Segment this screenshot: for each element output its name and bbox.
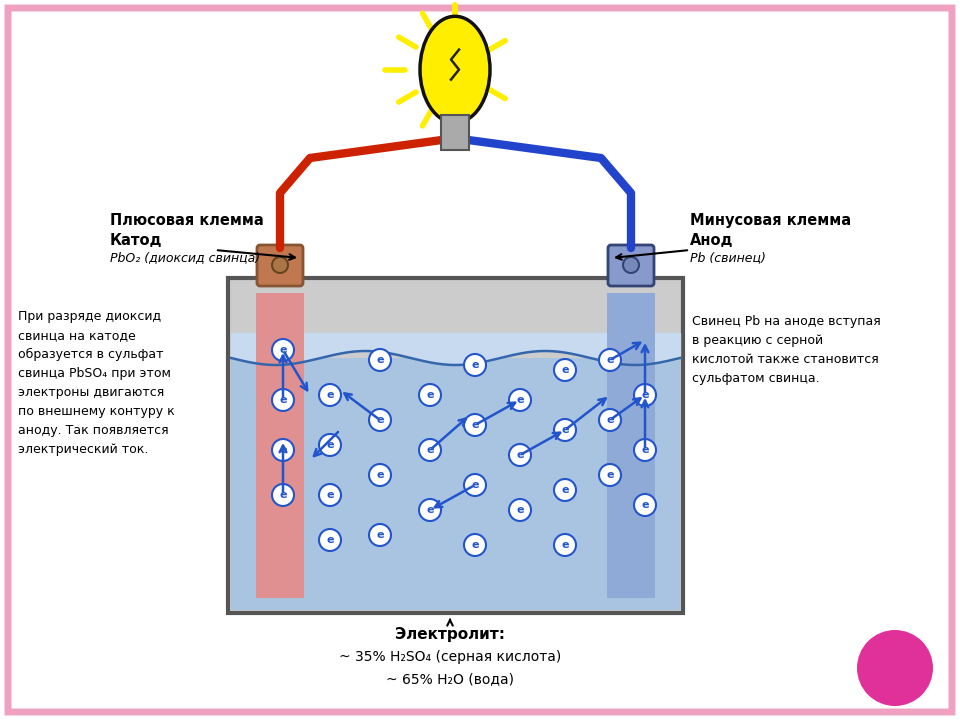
Circle shape xyxy=(623,257,639,273)
Circle shape xyxy=(509,444,531,466)
Circle shape xyxy=(554,479,576,501)
Text: При разряде диоксид
свинца на катоде
образуется в сульфат
свинца PbSO₄ при этом
: При разряде диоксид свинца на катоде обр… xyxy=(18,310,175,456)
Bar xyxy=(231,358,680,610)
Text: e: e xyxy=(641,500,649,510)
Text: e: e xyxy=(607,355,613,365)
Text: Катод: Катод xyxy=(110,233,162,248)
Circle shape xyxy=(464,474,486,496)
Circle shape xyxy=(319,484,341,506)
Circle shape xyxy=(419,439,441,461)
Text: e: e xyxy=(562,540,568,550)
Circle shape xyxy=(599,409,621,431)
Text: e: e xyxy=(562,365,568,375)
Text: e: e xyxy=(562,485,568,495)
Circle shape xyxy=(464,414,486,436)
Text: ~ 65% H₂O (вода): ~ 65% H₂O (вода) xyxy=(386,672,514,686)
Text: e: e xyxy=(376,530,384,540)
Text: e: e xyxy=(426,445,434,455)
Text: e: e xyxy=(471,420,479,430)
Text: e: e xyxy=(279,345,287,355)
Circle shape xyxy=(369,464,391,486)
Text: e: e xyxy=(471,480,479,490)
FancyBboxPatch shape xyxy=(441,115,469,150)
Circle shape xyxy=(857,630,933,706)
Text: e: e xyxy=(641,390,649,400)
Text: Pb (свинец): Pb (свинец) xyxy=(690,251,766,264)
Text: e: e xyxy=(279,395,287,405)
FancyBboxPatch shape xyxy=(257,245,303,286)
Text: e: e xyxy=(376,470,384,480)
Circle shape xyxy=(272,257,288,273)
Text: e: e xyxy=(516,395,524,405)
Circle shape xyxy=(554,534,576,556)
Circle shape xyxy=(369,409,391,431)
Text: ~ 35% H₂SO₄ (серная кислота): ~ 35% H₂SO₄ (серная кислота) xyxy=(339,650,562,664)
Circle shape xyxy=(272,484,294,506)
Circle shape xyxy=(599,464,621,486)
Text: e: e xyxy=(326,440,334,450)
Circle shape xyxy=(634,494,656,516)
Bar xyxy=(256,293,304,598)
Circle shape xyxy=(509,499,531,521)
Circle shape xyxy=(634,384,656,406)
Circle shape xyxy=(319,384,341,406)
Text: e: e xyxy=(326,390,334,400)
Circle shape xyxy=(464,534,486,556)
Text: PbO₂ (диоксид свинца): PbO₂ (диоксид свинца) xyxy=(110,251,260,264)
Circle shape xyxy=(554,419,576,441)
Text: Минусовая клемма: Минусовая клемма xyxy=(690,212,852,228)
Text: e: e xyxy=(607,470,613,480)
Text: e: e xyxy=(279,490,287,500)
Text: e: e xyxy=(376,355,384,365)
Ellipse shape xyxy=(420,17,490,123)
Circle shape xyxy=(509,389,531,411)
Text: e: e xyxy=(516,505,524,515)
Text: e: e xyxy=(279,445,287,455)
Circle shape xyxy=(319,529,341,551)
Circle shape xyxy=(272,339,294,361)
Text: e: e xyxy=(471,540,479,550)
Circle shape xyxy=(599,349,621,371)
Circle shape xyxy=(634,439,656,461)
Text: Свинец Pb на аноде вступая
в реакцию с серной
кислотой также становится
сульфато: Свинец Pb на аноде вступая в реакцию с с… xyxy=(692,315,880,385)
Text: e: e xyxy=(607,415,613,425)
Circle shape xyxy=(419,384,441,406)
Circle shape xyxy=(419,499,441,521)
Circle shape xyxy=(554,359,576,381)
FancyBboxPatch shape xyxy=(608,245,654,286)
Text: e: e xyxy=(426,390,434,400)
Circle shape xyxy=(272,439,294,461)
Bar xyxy=(607,293,655,598)
Circle shape xyxy=(369,349,391,371)
Text: Электролит:: Электролит: xyxy=(395,628,505,642)
Text: e: e xyxy=(471,360,479,370)
Text: Плюсовая клемма: Плюсовая клемма xyxy=(110,212,264,228)
Circle shape xyxy=(319,434,341,456)
Text: e: e xyxy=(641,445,649,455)
Text: e: e xyxy=(376,415,384,425)
Text: Анод: Анод xyxy=(690,233,733,248)
Circle shape xyxy=(369,524,391,546)
Circle shape xyxy=(464,354,486,376)
Text: e: e xyxy=(426,505,434,515)
Text: e: e xyxy=(326,535,334,545)
Text: e: e xyxy=(326,490,334,500)
Circle shape xyxy=(272,389,294,411)
Bar xyxy=(228,278,683,613)
Text: e: e xyxy=(562,425,568,435)
Text: e: e xyxy=(516,450,524,460)
